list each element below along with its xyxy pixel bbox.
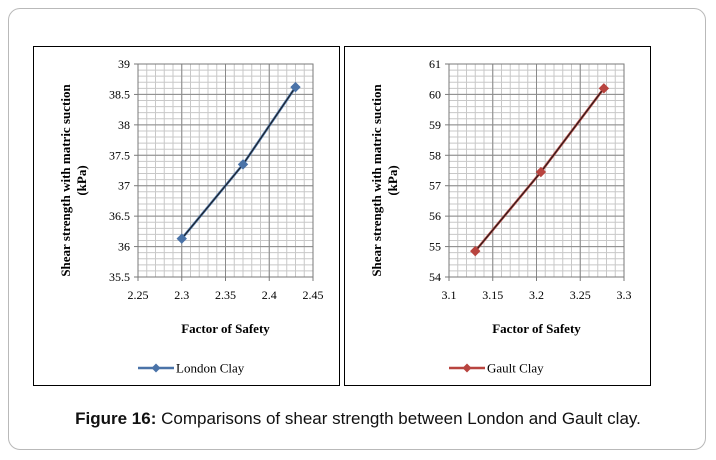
y-axis-label-line-1: Shear strength with matric suction [58, 84, 73, 277]
y-axis-label-line-2: (kPa) [74, 165, 89, 195]
x-axis-label: Factor of Safety [492, 321, 581, 336]
x-tick-label: 3.15 [482, 288, 503, 302]
legend-swatch-marker [151, 363, 161, 373]
data-point [470, 245, 481, 257]
y-axis-label-line-1: Shear strength with matric suction [369, 84, 384, 277]
y-axis-label: Shear strength with matric suction(kPa) [58, 84, 89, 277]
x-axis-label: Factor of Safety [181, 321, 270, 336]
y-tick-label: 57 [429, 179, 441, 193]
y-tick-label: 58 [429, 148, 441, 162]
x-tick-label: 2.45 [303, 288, 324, 302]
x-tick-label: 2.3 [174, 288, 189, 302]
x-tick-label: 3.1 [442, 288, 457, 302]
x-tick-label: 3.3 [617, 288, 632, 302]
x-tick-label: 2.35 [215, 288, 236, 302]
x-tick-label: 3.25 [570, 288, 591, 302]
data-point [598, 83, 610, 94]
x-tick-label: 2.25 [128, 288, 149, 302]
y-tick-label: 59 [429, 118, 441, 132]
figure-caption: Figure 16: Comparisons of shear strength… [0, 409, 716, 429]
grid-lines [137, 63, 314, 278]
caption-label: Figure 16: [75, 409, 157, 428]
chart-gault-clay: 54 55 56 57 58 59 60 61 3.1 3.15 3.2 3.25 3.3 Factor … [369, 57, 632, 376]
y-axis-label-line-2: (kPa) [385, 165, 400, 195]
legend-label: London Clay [176, 361, 245, 376]
chart-panel-london: 35.5 36 36.5 37 37.5 38 38.5 39 2.25 2.3 2.35 2.4 2.… [33, 46, 340, 386]
data-point [535, 166, 547, 178]
y-tick-label: 36.5 [109, 209, 130, 223]
y-tick-label: 35.5 [109, 270, 130, 284]
caption-text: Comparisons of shear strength between Lo… [161, 409, 641, 428]
y-tick-label: 38.5 [109, 87, 130, 101]
legend-swatch-marker [462, 363, 472, 373]
y-tick-label: 36 [118, 240, 130, 254]
chart-london-clay: 35.5 36 36.5 37 37.5 38 38.5 39 2.25 2.3 2.35 2.4 2.… [58, 57, 324, 376]
y-tick-label: 37 [118, 179, 130, 193]
y-tick-label: 56 [429, 209, 441, 223]
x-tick-label: 2.4 [262, 288, 277, 302]
y-tick-label: 37.5 [109, 148, 130, 162]
y-tick-label: 54 [429, 270, 441, 284]
chart-panel-gault: 54 55 56 57 58 59 60 61 3.1 3.15 3.2 3.25 3.3 Factor … [344, 46, 651, 386]
data-point [176, 233, 187, 244]
y-tick-label: 61 [429, 57, 441, 71]
y-tick-label: 38 [118, 118, 130, 132]
legend-label: Gault Clay [487, 361, 544, 376]
y-axis-label: Shear strength with matric suction(kPa) [369, 84, 400, 277]
data-point [290, 81, 301, 93]
y-tick-label: 55 [429, 240, 441, 254]
y-tick-label: 60 [429, 87, 441, 101]
data-point [237, 159, 249, 170]
y-tick-label: 39 [118, 57, 130, 71]
x-tick-label: 3.2 [529, 288, 544, 302]
